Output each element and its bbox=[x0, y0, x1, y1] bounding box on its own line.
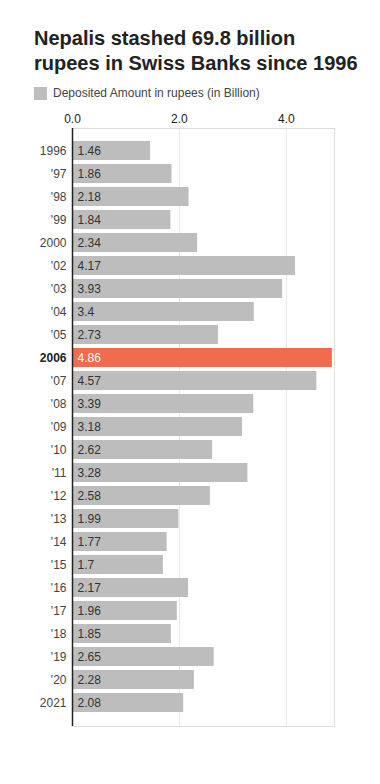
svg-text:0.0: 0.0 bbox=[64, 112, 81, 126]
svg-text:2.62: 2.62 bbox=[78, 443, 102, 457]
svg-text:'07: '07 bbox=[51, 374, 67, 388]
svg-text:2.08: 2.08 bbox=[78, 696, 102, 710]
svg-text:'08: '08 bbox=[51, 397, 67, 411]
svg-text:'02: '02 bbox=[51, 259, 67, 273]
html-text:Nepalis stashed 69.8 billion r: Nepalis stashed 69.8 billion rupees in S… bbox=[34, 27, 358, 74]
svg-text:'98: '98 bbox=[51, 190, 67, 204]
svg-text:'10: '10 bbox=[51, 443, 67, 457]
svg-text:2.65: 2.65 bbox=[78, 650, 102, 664]
svg-text:1.84: 1.84 bbox=[78, 213, 102, 227]
svg-text:4.86: 4.86 bbox=[78, 351, 102, 365]
svg-text:2.34: 2.34 bbox=[78, 236, 102, 250]
svg-text:4.0: 4.0 bbox=[278, 112, 295, 126]
svg-text:'20: '20 bbox=[51, 673, 67, 687]
svg-text:2.18: 2.18 bbox=[78, 190, 102, 204]
svg-text:1.86: 1.86 bbox=[78, 167, 102, 181]
svg-text:2.58: 2.58 bbox=[78, 489, 102, 503]
svg-text:2.73: 2.73 bbox=[78, 328, 102, 342]
svg-text:1.46: 1.46 bbox=[78, 144, 102, 158]
svg-text:'03: '03 bbox=[51, 282, 67, 296]
svg-text:'17: '17 bbox=[51, 604, 67, 618]
svg-text:4.17: 4.17 bbox=[78, 259, 102, 273]
svg-text:3.93: 3.93 bbox=[78, 282, 102, 296]
svg-text:'18: '18 bbox=[51, 627, 67, 641]
html-text:Deposited Amount in rupees (in: Deposited Amount in rupees (in Billion) bbox=[53, 86, 260, 100]
svg-text:1996: 1996 bbox=[40, 144, 67, 158]
svg-text:3.28: 3.28 bbox=[78, 466, 102, 480]
svg-text:'97: '97 bbox=[51, 167, 67, 181]
svg-text:1.77: 1.77 bbox=[78, 535, 102, 549]
svg-text:'99: '99 bbox=[51, 213, 67, 227]
svg-text:'13: '13 bbox=[51, 512, 67, 526]
svg-text:2.17: 2.17 bbox=[78, 581, 102, 595]
svg-text:1.99: 1.99 bbox=[78, 512, 102, 526]
svg-text:4.57: 4.57 bbox=[78, 374, 102, 388]
svg-text:'04: '04 bbox=[51, 305, 67, 319]
svg-text:3.18: 3.18 bbox=[78, 420, 102, 434]
svg-text:'05: '05 bbox=[51, 328, 67, 342]
svg-text:3.4: 3.4 bbox=[78, 305, 95, 319]
svg-text:2021: 2021 bbox=[40, 696, 67, 710]
svg-text:2.28: 2.28 bbox=[78, 673, 102, 687]
svg-text:2000: 2000 bbox=[40, 236, 67, 250]
svg-text:'11: '11 bbox=[52, 466, 67, 480]
svg-text:'16: '16 bbox=[51, 581, 67, 595]
svg-text:2.0: 2.0 bbox=[171, 112, 188, 126]
svg-text:'15: '15 bbox=[51, 558, 67, 572]
svg-text:'09: '09 bbox=[51, 420, 67, 434]
svg-text:'12: '12 bbox=[51, 489, 67, 503]
svg-text:1.96: 1.96 bbox=[78, 604, 102, 618]
svg-text:'19: '19 bbox=[51, 650, 67, 664]
svg-text:1.85: 1.85 bbox=[78, 627, 102, 641]
svg-text:1.7: 1.7 bbox=[78, 558, 95, 572]
svg-text:'14: '14 bbox=[51, 535, 67, 549]
svg-text:3.39: 3.39 bbox=[78, 397, 102, 411]
svg-text:2006: 2006 bbox=[40, 351, 67, 365]
